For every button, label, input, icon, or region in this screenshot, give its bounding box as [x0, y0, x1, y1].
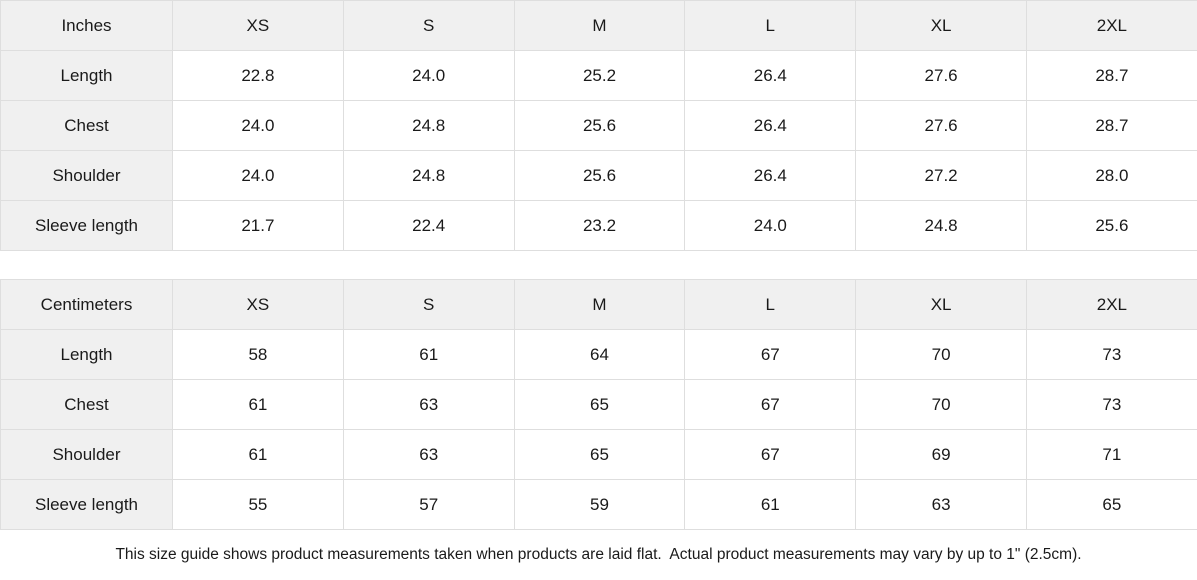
measurement-row: Sleeve length 55 57 59 61 63 65: [0, 479, 1197, 530]
measurement-cell: 27.6: [855, 50, 1027, 101]
measurement-cell: 26.4: [684, 100, 857, 151]
unit-label-cell: Centimeters: [0, 279, 173, 330]
measurement-cell: 28.7: [1025, 50, 1197, 101]
measurement-cell: 25.6: [1025, 200, 1197, 251]
measurement-cell: 63: [342, 379, 515, 430]
measurement-cell: 27.6: [855, 100, 1027, 151]
row-label-cell: Sleeve length: [0, 200, 173, 251]
measurement-row: Chest 61 63 65 67 70 73: [0, 379, 1197, 430]
measurement-row: Length 58 61 64 67 70 73: [0, 329, 1197, 380]
measurement-cell: 61: [342, 329, 515, 380]
size-header-cell: M: [513, 279, 686, 330]
measurement-cell: 70: [855, 379, 1027, 430]
measurement-cell: 22.8: [172, 50, 344, 101]
size-guide-note: This size guide shows product measuremen…: [0, 530, 1197, 580]
size-table-centimeters: Centimeters XS S M L XL 2XL Length 58 61 64 67 70 73…: [0, 279, 1197, 530]
size-header-cell: S: [342, 0, 515, 51]
measurement-cell: 61: [172, 429, 344, 480]
measurement-cell: 25.6: [513, 150, 686, 201]
measurement-cell: 27.2: [855, 150, 1027, 201]
measurement-cell: 61: [172, 379, 344, 430]
measurement-row: Length 22.8 24.0 25.2 26.4 27.6 28.7: [0, 50, 1197, 101]
measurement-cell: 63: [855, 479, 1027, 530]
size-header-cell: XL: [855, 279, 1027, 330]
measurement-cell: 58: [172, 329, 344, 380]
measurement-cell: 69: [855, 429, 1027, 480]
measurement-cell: 67: [684, 429, 857, 480]
measurement-cell: 57: [342, 479, 515, 530]
measurement-cell: 73: [1025, 379, 1197, 430]
measurement-cell: 65: [513, 429, 686, 480]
size-header-cell: 2XL: [1025, 0, 1197, 51]
measurement-cell: 24.8: [855, 200, 1027, 251]
measurement-cell: 28.0: [1025, 150, 1197, 201]
measurement-cell: 24.8: [342, 150, 515, 201]
measurement-row: Sleeve length 21.7 22.4 23.2 24.0 24.8 25.6: [0, 200, 1197, 251]
measurement-cell: 63: [342, 429, 515, 480]
measurement-cell: 59: [513, 479, 686, 530]
measurement-cell: 24.0: [684, 200, 857, 251]
measurement-row: Shoulder 61 63 65 67 69 71: [0, 429, 1197, 480]
table-spacer: [0, 251, 1197, 279]
size-header-cell: XS: [172, 279, 344, 330]
measurement-row: Chest 24.0 24.8 25.6 26.4 27.6 28.7: [0, 100, 1197, 151]
measurement-cell: 24.8: [342, 100, 515, 151]
measurement-cell: 65: [513, 379, 686, 430]
measurement-cell: 28.7: [1025, 100, 1197, 151]
measurement-cell: 26.4: [684, 150, 857, 201]
measurement-cell: 25.6: [513, 100, 686, 151]
size-header-row: Inches XS S M L XL 2XL: [0, 0, 1197, 51]
measurement-row: Shoulder 24.0 24.8 25.6 26.4 27.2 28.0: [0, 150, 1197, 201]
row-label-cell: Sleeve length: [0, 479, 173, 530]
size-header-cell: 2XL: [1025, 279, 1197, 330]
measurement-cell: 26.4: [684, 50, 857, 101]
measurement-cell: 70: [855, 329, 1027, 380]
measurement-cell: 24.0: [172, 100, 344, 151]
row-label-cell: Chest: [0, 379, 173, 430]
size-table-inches: Inches XS S M L XL 2XL Length 22.8 24.0 25.2 26.4 2…: [0, 0, 1197, 251]
row-label-cell: Shoulder: [0, 150, 173, 201]
row-label-cell: Length: [0, 50, 173, 101]
measurement-cell: 71: [1025, 429, 1197, 480]
measurement-cell: 61: [684, 479, 857, 530]
size-header-row: Centimeters XS S M L XL 2XL: [0, 279, 1197, 330]
measurement-cell: 22.4: [342, 200, 515, 251]
measurement-cell: 67: [684, 329, 857, 380]
measurement-cell: 23.2: [513, 200, 686, 251]
measurement-cell: 65: [1025, 479, 1197, 530]
size-header-cell: M: [513, 0, 686, 51]
size-header-cell: XS: [172, 0, 344, 51]
measurement-cell: 73: [1025, 329, 1197, 380]
unit-label-cell: Inches: [0, 0, 173, 51]
size-header-cell: L: [684, 279, 857, 330]
row-label-cell: Length: [0, 329, 173, 380]
measurement-cell: 25.2: [513, 50, 686, 101]
size-header-cell: XL: [855, 0, 1027, 51]
measurement-cell: 21.7: [172, 200, 344, 251]
size-header-cell: L: [684, 0, 857, 51]
size-header-cell: S: [342, 279, 515, 330]
measurement-cell: 24.0: [342, 50, 515, 101]
measurement-cell: 64: [513, 329, 686, 380]
row-label-cell: Chest: [0, 100, 173, 151]
measurement-cell: 67: [684, 379, 857, 430]
row-label-cell: Shoulder: [0, 429, 173, 480]
measurement-cell: 55: [172, 479, 344, 530]
measurement-cell: 24.0: [172, 150, 344, 201]
